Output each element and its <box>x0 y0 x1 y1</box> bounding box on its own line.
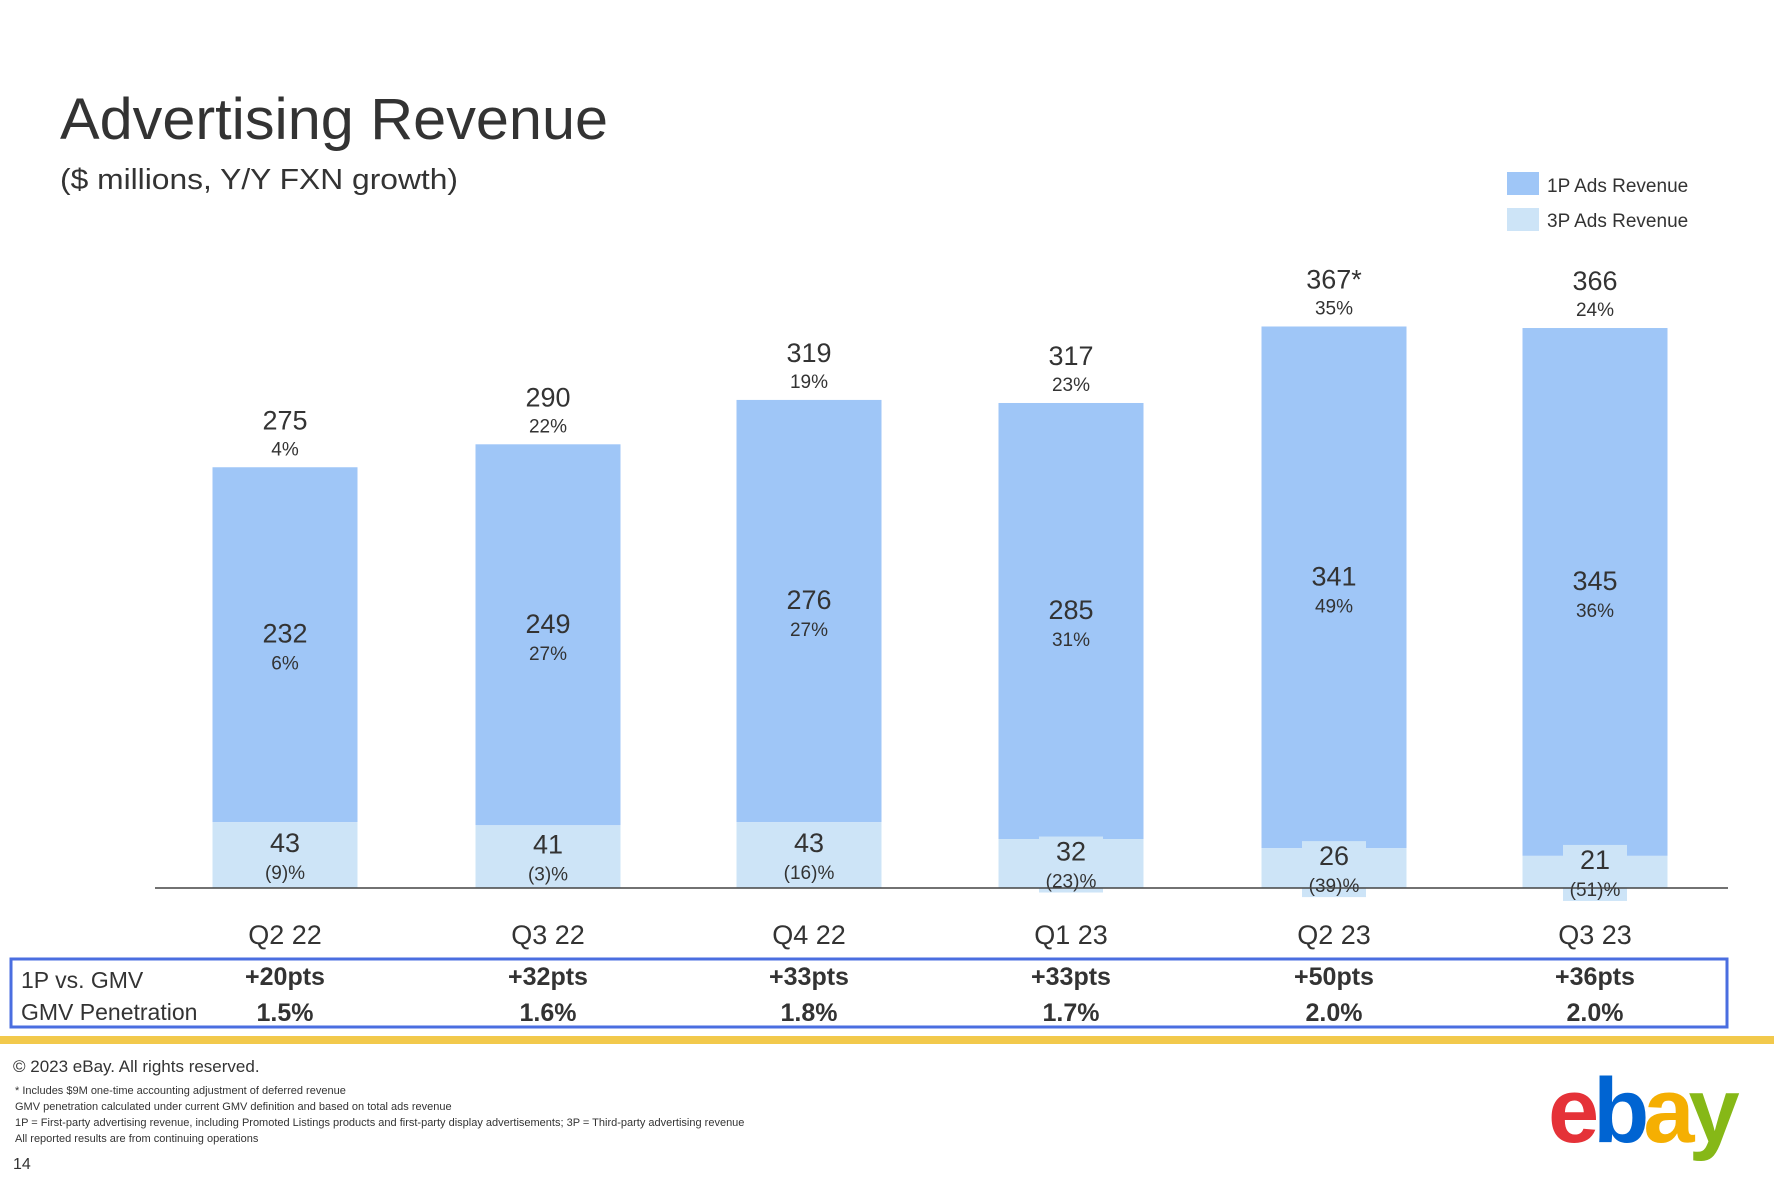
label-total-value: 367* <box>1306 264 1362 294</box>
legend-label-3p: 3P Ads Revenue <box>1547 211 1688 232</box>
metric-1p-vs-gmv: +36pts <box>1555 963 1635 991</box>
footer-bar <box>0 1036 1774 1044</box>
x-tick-label: Q3 23 <box>1558 920 1632 950</box>
label-total-value: 275 <box>262 405 307 435</box>
label-1p-value: 285 <box>1048 595 1093 625</box>
metric-gmv-penetration: 2.0% <box>1306 999 1363 1027</box>
footnote: GMV penetration calculated under current… <box>15 1101 452 1113</box>
bar-1p <box>998 402 1144 840</box>
metric-gmv-penetration: 1.8% <box>781 999 838 1027</box>
label-total-value: 317 <box>1048 341 1093 371</box>
copyright: © 2023 eBay. All rights reserved. <box>13 1057 260 1076</box>
metric-gmv-penetration: 1.6% <box>520 999 577 1027</box>
legend-swatch-1p <box>1507 172 1539 195</box>
metrics-box <box>9 957 1729 1029</box>
label-1p-growth: 36% <box>1576 601 1614 622</box>
metric-1p-vs-gmv: +20pts <box>245 963 325 991</box>
metric-label-gmv-penetration: GMV Penetration <box>21 999 197 1025</box>
x-tick-label: Q4 22 <box>772 920 846 950</box>
metric-gmv-penetration: 1.5% <box>257 999 314 1027</box>
label-1p-growth: 27% <box>790 620 828 641</box>
label-3p-value: 43 <box>270 828 300 858</box>
label-3p-background <box>1039 836 1103 893</box>
metric-1p-vs-gmv: +33pts <box>769 963 849 991</box>
label-1p-value: 276 <box>786 585 831 615</box>
category-labels: Q2 22 Q3 22 Q4 22 Q1 23 Q2 23 Q3 23 <box>248 920 1632 950</box>
bars: 232 6% 43 (9)% 275 4% 249 27% 41 (3)% 290 22% 276 27%… <box>212 264 1668 901</box>
svg-text:ebay: ebay <box>1548 1060 1740 1162</box>
label-total-value: 366 <box>1572 266 1617 296</box>
footnote: * Includes $9M one-time accounting adjus… <box>15 1085 346 1097</box>
label-total-value: 319 <box>786 338 831 368</box>
metric-gmv-penetration: 2.0% <box>1567 999 1624 1027</box>
label-3p-value: 41 <box>533 830 563 860</box>
page-number: 14 <box>13 1156 31 1173</box>
footnote: 1P = First-party advertising revenue, in… <box>15 1117 744 1129</box>
x-tick-label: Q1 23 <box>1034 920 1108 950</box>
label-3p-growth: (3)% <box>528 865 568 886</box>
bar-1p <box>1522 328 1668 856</box>
label-total-growth: 24% <box>1576 300 1614 321</box>
label-total-growth: 4% <box>271 439 299 460</box>
label-3p-value: 43 <box>794 828 824 858</box>
metric-1p-vs-gmv: +32pts <box>508 963 588 991</box>
label-1p-value: 232 <box>262 619 307 649</box>
footnote: All reported results are from continuing… <box>15 1133 259 1145</box>
bar-1p <box>475 444 621 826</box>
label-3p-value: 21 <box>1580 845 1610 875</box>
metric-values: +20pts 1.5% +32pts 1.6% +33pts 1.8% +33pts 1.7%… <box>245 963 1635 1027</box>
label-3p-background <box>1563 844 1627 901</box>
bar-3p <box>212 822 358 888</box>
legend: 1P Ads Revenue 3P Ads Revenue <box>1507 172 1688 232</box>
metric-label-1p-vs-gmv: 1P vs. GMV <box>21 967 144 993</box>
label-total-growth: 19% <box>790 372 828 393</box>
label-1p-growth: 49% <box>1315 596 1353 617</box>
label-total-value: 290 <box>525 382 570 412</box>
metric-gmv-penetration: 1.7% <box>1043 999 1100 1027</box>
label-1p-growth: 6% <box>271 654 299 675</box>
legend-swatch-3p <box>1507 208 1539 231</box>
page-title: Advertising Revenue <box>60 87 608 152</box>
bar-1p <box>212 467 358 823</box>
label-1p-growth: 31% <box>1052 630 1090 651</box>
metric-1p-vs-gmv: +50pts <box>1294 963 1374 991</box>
bar-1p <box>736 399 882 823</box>
label-3p-growth: (16)% <box>784 863 835 884</box>
label-3p-growth: (51)% <box>1570 880 1621 901</box>
label-3p-value: 26 <box>1319 841 1349 871</box>
label-1p-value: 341 <box>1311 561 1356 591</box>
x-tick-label: Q3 22 <box>511 920 585 950</box>
label-total-growth: 22% <box>529 416 567 437</box>
page-subtitle: ($ millions, Y/Y FXN growth) <box>60 164 458 196</box>
x-tick-label: Q2 22 <box>248 920 322 950</box>
label-1p-value: 249 <box>525 609 570 639</box>
bar-3p <box>475 825 621 888</box>
legend-label-1p: 1P Ads Revenue <box>1547 176 1688 197</box>
label-3p-growth: (23)% <box>1046 872 1097 893</box>
x-tick-label: Q2 23 <box>1297 920 1371 950</box>
label-3p-value: 32 <box>1056 837 1086 867</box>
ebay-logo: ebay <box>1548 1060 1746 1162</box>
metric-1p-vs-gmv: +33pts <box>1031 963 1111 991</box>
label-total-growth: 35% <box>1315 298 1353 319</box>
bar-1p <box>1261 326 1407 849</box>
label-1p-value: 345 <box>1572 566 1617 596</box>
label-total-growth: 23% <box>1052 375 1090 396</box>
label-3p-growth: (39)% <box>1309 876 1360 897</box>
label-3p-growth: (9)% <box>265 863 305 884</box>
label-1p-growth: 27% <box>529 644 567 665</box>
bar-3p <box>736 822 882 888</box>
